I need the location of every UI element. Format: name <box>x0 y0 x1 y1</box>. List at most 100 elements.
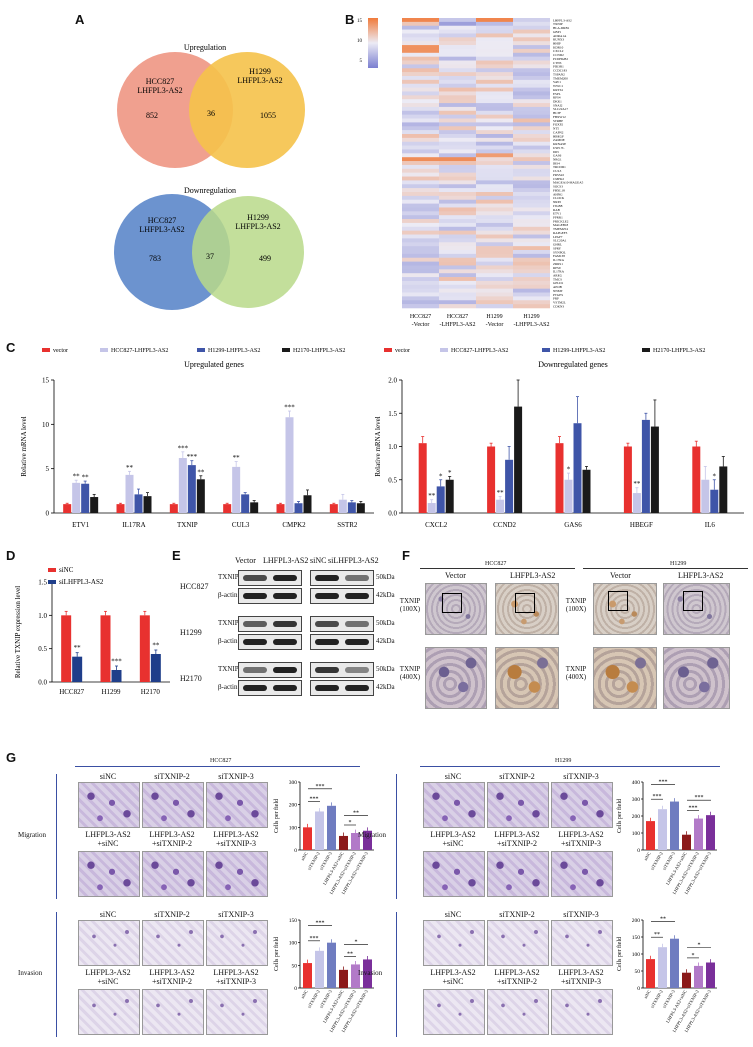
heatmap-cell <box>513 172 550 177</box>
significance-marker: * <box>698 943 701 949</box>
x-tick-label: CUL3 <box>232 521 250 529</box>
transwell-top-label: siTXNIP-2 <box>499 772 535 781</box>
heatmap-gene-label: D63 <box>553 150 559 154</box>
significance-marker: ** <box>660 917 666 923</box>
transwell-image <box>206 851 268 897</box>
transwell-bottom-label: LHFPL3-AS2 +siNC <box>430 968 476 986</box>
venn-down-right-label-2: LHFPL3-AS2 <box>235 222 280 231</box>
y-axis-label: Relative TXNIP expression level <box>14 586 22 678</box>
heatmap-cell <box>402 176 439 181</box>
blot-lane <box>238 680 302 696</box>
transwell-top-label: siTXNIP-3 <box>218 910 254 919</box>
bar <box>303 827 312 850</box>
heatmap-cell <box>476 203 513 208</box>
heatmap-gene-label: RAPGEF3 <box>553 231 568 235</box>
heatmap-cell <box>513 60 550 65</box>
heatmap-cell <box>513 134 550 139</box>
heatmap-cell <box>402 280 439 286</box>
bar <box>363 959 372 988</box>
heatmap-column-label: -Vector <box>486 322 504 328</box>
heatmap-cell <box>476 261 513 266</box>
x-tick-label: CCND2 <box>493 521 516 529</box>
bar <box>564 479 573 513</box>
heatmap-cell <box>439 219 476 224</box>
heatmap-cell <box>439 176 476 181</box>
heatmap-cell <box>402 145 439 150</box>
transwell-image <box>551 920 613 966</box>
heatmap-cell <box>402 253 439 259</box>
heatmap-cell <box>402 288 439 293</box>
heatmap-cell <box>402 188 439 193</box>
heatmap-cell <box>439 72 476 77</box>
heatmap-cell <box>402 192 439 197</box>
heatmap-cell <box>513 72 550 77</box>
heatmap-cell <box>513 76 550 81</box>
transwell-bottom-label: LHFPL3-AS2 +siTXNIP-3 <box>213 968 259 986</box>
heatmap-cell <box>513 161 550 166</box>
blot-lane <box>238 616 302 632</box>
heatmap: 15 10 5 LHFPL3-AS2TXNIPHLA-DRB1GBP1ADRA1ARU… <box>357 18 584 328</box>
heatmap-cell <box>439 52 476 57</box>
heatmap-cell <box>476 72 513 77</box>
y-tick-label: 10 <box>42 421 50 429</box>
legend-swatch <box>542 348 550 352</box>
ihc-hcc827-vector-100x <box>425 583 487 635</box>
heatmap-gene-label: CTNS <box>553 61 562 65</box>
significance-marker: *** <box>695 795 704 801</box>
blot-band <box>315 667 339 673</box>
heatmap-cell <box>402 164 439 170</box>
heatmap-cell <box>439 76 476 81</box>
heatmap-gene-label: ZAMDE <box>553 138 565 142</box>
bar <box>658 947 667 988</box>
ihc-hcc827-lhfpl3-100x <box>495 583 559 635</box>
heatmap-cell <box>402 246 439 251</box>
transwell-bottom-label: LHFPL3-AS2 +siTXNIP-2 <box>149 830 195 848</box>
y-tick-label: 50 <box>292 963 298 969</box>
blot-band <box>243 621 267 627</box>
ihc-row-400x-label-left: TXNIP (400X) <box>399 665 421 681</box>
heatmap-cell <box>439 238 476 243</box>
legend-label: siNC <box>59 566 74 574</box>
heatmap-cell <box>439 141 476 146</box>
transwell-image <box>142 851 204 897</box>
venn-up-left-label-2: LHFPL3-AS2 <box>137 86 182 95</box>
significance-marker: * <box>567 466 571 474</box>
heatmap-gene-label: HLTF <box>553 111 561 115</box>
heatmap-gene-label: ZRRS1 <box>553 262 563 266</box>
heatmap-cell <box>476 211 513 216</box>
heatmap-cell <box>402 226 439 231</box>
heatmap-cell <box>476 257 513 262</box>
panel-label-f: F <box>402 548 410 563</box>
heatmap-cell <box>402 114 439 119</box>
y-tick-label: 1.0 <box>388 443 397 451</box>
venn-down-left-label-1: HCC827 <box>148 216 176 225</box>
blot-cell-label: H1299 <box>180 628 202 637</box>
transwell-bottom-label: LHFPL3-AS2 +siTXNIP-3 <box>558 968 604 986</box>
heatmap-gene-label: PRICKLE2 <box>553 219 569 223</box>
heatmap-cell <box>402 269 439 274</box>
heatmap-gene-label: FBXW12 <box>553 115 566 119</box>
heatmap-cell <box>513 292 550 297</box>
heatmap-gene-label: RPS4 <box>553 96 561 100</box>
heatmap-gene-label: SLC22A17 <box>553 107 568 111</box>
heatmap-cell <box>402 118 439 123</box>
bar <box>555 443 564 513</box>
y-axis-label: Cells per field <box>273 799 280 833</box>
heatmap-gene-label: PPRR1 <box>553 215 563 219</box>
y-tick-label: 400 <box>632 780 641 786</box>
x-tick-label: TXNIP <box>177 521 198 529</box>
y-tick-label: 0.0 <box>38 679 47 687</box>
heatmap-cell <box>513 21 550 27</box>
heatmap-gene-label: RPS9 <box>553 266 561 270</box>
heatmap-cell <box>439 257 476 262</box>
heatmap-cell <box>402 122 439 127</box>
transwell-row-label: Migration <box>358 831 386 839</box>
transwell-image <box>78 782 140 828</box>
bar <box>487 446 496 513</box>
ihc-zoom-box <box>683 591 703 611</box>
heatmap-cell <box>513 192 550 197</box>
blot-lane <box>310 616 374 632</box>
heatmap-cell <box>402 83 439 88</box>
heatmap-gene-label: AHNG <box>553 192 563 196</box>
